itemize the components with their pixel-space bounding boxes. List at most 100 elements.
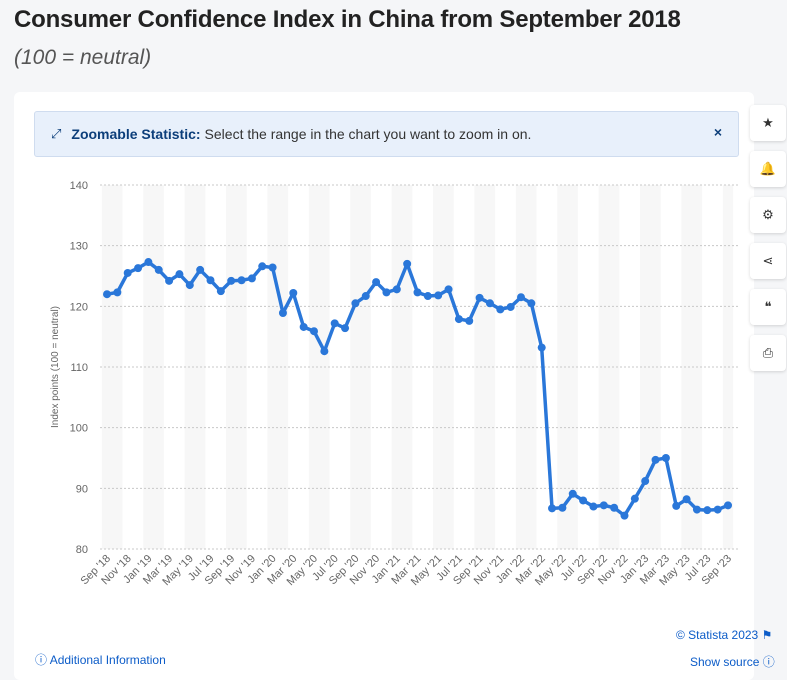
- page-subtitle: (100 = neutral): [14, 46, 152, 69]
- copyright[interactable]: © Statista 2023 ⚑: [676, 628, 772, 642]
- data-point[interactable]: [247, 274, 256, 283]
- data-point[interactable]: [113, 288, 122, 297]
- data-point[interactable]: [278, 309, 287, 318]
- chart-card: [14, 92, 754, 680]
- copyright-text: © Statista 2023: [676, 628, 759, 642]
- gear-button[interactable]: ⚙: [750, 197, 786, 233]
- data-point[interactable]: [196, 265, 205, 274]
- bell-button[interactable]: 🔔: [750, 151, 786, 187]
- column-band: [515, 185, 537, 549]
- data-point[interactable]: [403, 259, 412, 268]
- data-point[interactable]: [589, 502, 598, 511]
- show-source-link[interactable]: Show source ⓘ: [690, 653, 775, 670]
- data-point[interactable]: [620, 511, 629, 520]
- column-band: [433, 185, 454, 549]
- column-band: [308, 185, 330, 549]
- data-point[interactable]: [351, 299, 360, 308]
- data-point[interactable]: [713, 505, 722, 514]
- data-point[interactable]: [216, 287, 225, 296]
- data-point[interactable]: [496, 305, 505, 314]
- data-point[interactable]: [579, 496, 588, 505]
- data-point[interactable]: [641, 477, 650, 486]
- data-point[interactable]: [103, 290, 111, 299]
- data-point[interactable]: [382, 288, 391, 297]
- share-icon: ⋖: [762, 253, 774, 268]
- data-point[interactable]: [392, 285, 401, 294]
- data-point[interactable]: [630, 494, 639, 503]
- data-point[interactable]: [475, 293, 484, 302]
- info-icon: ⓘ: [762, 655, 775, 669]
- data-point[interactable]: [144, 258, 153, 267]
- column-band: [184, 185, 206, 549]
- data-point[interactable]: [485, 299, 494, 308]
- bell-icon: 🔔: [759, 161, 777, 176]
- zoom-banner: ⤢ Zoomable Statistic: Select the range i…: [34, 111, 739, 157]
- print-button[interactable]: ⎙: [750, 335, 786, 371]
- y-tick-label: 100: [70, 423, 88, 435]
- data-point[interactable]: [517, 293, 525, 302]
- y-tick-label: 140: [70, 180, 88, 192]
- data-point[interactable]: [361, 292, 370, 301]
- data-point[interactable]: [227, 276, 236, 285]
- star-icon: ★: [762, 115, 774, 130]
- print-icon: ⎙: [762, 345, 774, 360]
- data-point[interactable]: [548, 504, 557, 513]
- info-icon: ⓘ: [35, 653, 48, 667]
- data-point[interactable]: [320, 347, 329, 356]
- data-point[interactable]: [444, 285, 453, 294]
- data-point[interactable]: [599, 501, 608, 510]
- star-button[interactable]: ★: [750, 105, 786, 141]
- data-point[interactable]: [423, 292, 432, 301]
- close-icon[interactable]: ×: [713, 124, 722, 140]
- data-point[interactable]: [682, 495, 691, 504]
- quote-button[interactable]: ❝: [750, 289, 786, 325]
- data-point[interactable]: [258, 262, 267, 271]
- data-point[interactable]: [537, 343, 546, 352]
- data-point[interactable]: [310, 327, 318, 336]
- expand-icon: ⤢: [51, 126, 62, 141]
- data-point[interactable]: [341, 324, 350, 333]
- data-point[interactable]: [289, 288, 298, 297]
- y-tick-label: 130: [70, 241, 88, 253]
- data-point[interactable]: [268, 263, 277, 272]
- data-point[interactable]: [724, 501, 732, 510]
- data-point[interactable]: [610, 503, 619, 512]
- data-point[interactable]: [672, 501, 681, 510]
- data-point[interactable]: [413, 288, 422, 297]
- y-axis-label: Index points (100 = neutral): [50, 306, 61, 428]
- data-point[interactable]: [206, 276, 215, 285]
- data-point[interactable]: [123, 268, 132, 277]
- data-point[interactable]: [692, 505, 701, 514]
- flag-icon: ⚑: [761, 628, 773, 642]
- additional-information-text: Additional Information: [49, 653, 166, 667]
- column-band: [681, 185, 703, 549]
- data-point[interactable]: [506, 302, 515, 311]
- data-point[interactable]: [454, 315, 463, 324]
- y-tick-label: 90: [76, 483, 88, 495]
- data-point[interactable]: [558, 503, 567, 512]
- data-point[interactable]: [465, 316, 474, 325]
- data-point[interactable]: [661, 454, 670, 462]
- data-point[interactable]: [165, 276, 174, 285]
- data-point[interactable]: [237, 276, 246, 285]
- banner-label: Zoomable Statistic:: [71, 126, 201, 142]
- y-tick-label: 110: [70, 362, 88, 374]
- data-point[interactable]: [703, 506, 712, 515]
- data-point[interactable]: [434, 291, 443, 300]
- column-band: [557, 185, 578, 549]
- data-point[interactable]: [175, 270, 184, 279]
- data-point[interactable]: [134, 264, 143, 273]
- share-button[interactable]: ⋖: [750, 243, 786, 279]
- data-point[interactable]: [185, 281, 194, 290]
- data-point[interactable]: [568, 489, 577, 498]
- data-point[interactable]: [154, 265, 163, 274]
- data-point[interactable]: [651, 455, 660, 464]
- data-point[interactable]: [372, 278, 381, 287]
- data-point[interactable]: [299, 322, 308, 331]
- data-point[interactable]: [330, 319, 339, 328]
- y-tick-label: 120: [70, 301, 88, 313]
- banner-text: Select the range in the chart you want t…: [204, 126, 532, 142]
- additional-information-link[interactable]: ⓘ Additional Information: [35, 651, 166, 668]
- data-point[interactable]: [527, 299, 536, 308]
